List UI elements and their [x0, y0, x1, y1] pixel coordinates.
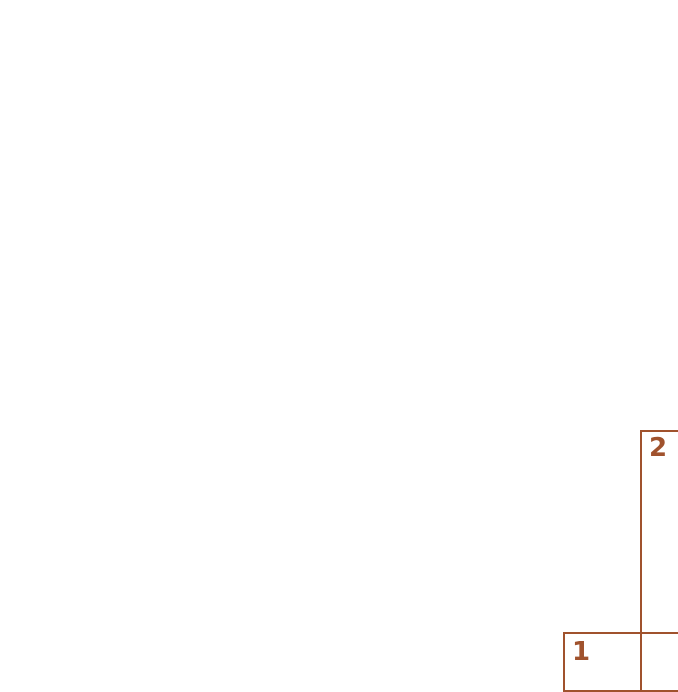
box-3	[640, 632, 678, 692]
box-1-label: 1	[572, 637, 591, 667]
box-2-label: 2	[649, 433, 668, 463]
